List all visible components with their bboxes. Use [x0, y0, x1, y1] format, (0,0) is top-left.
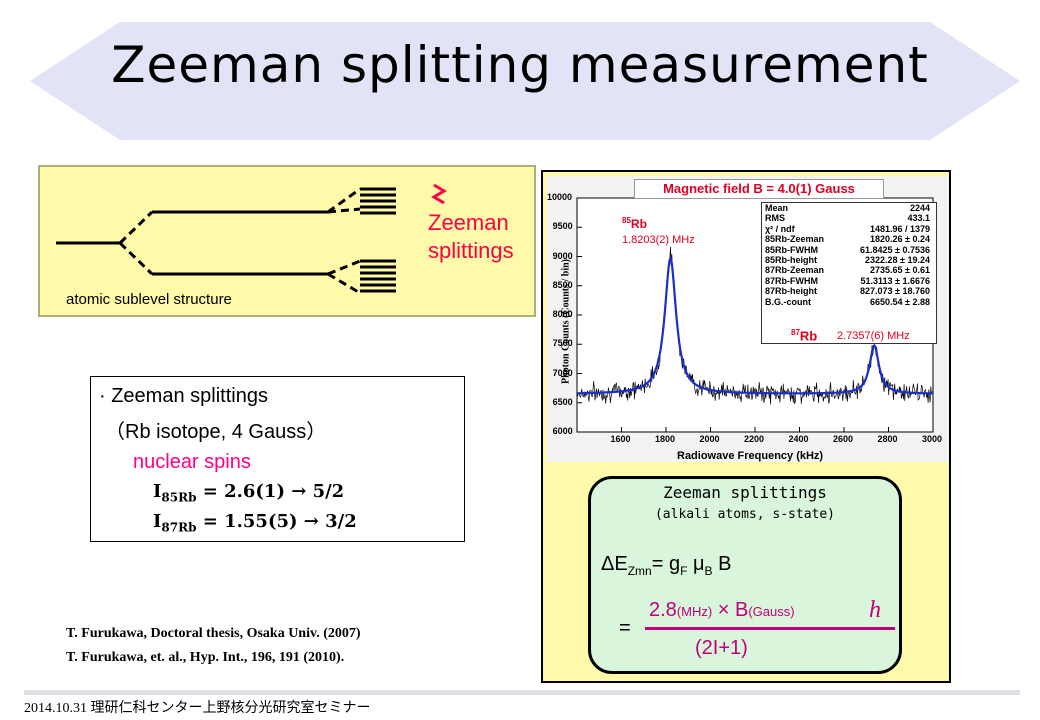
curved-arrow-icon: [431, 183, 447, 205]
stat-row: χ² / ndf 1481.96 / 1379: [762, 224, 936, 234]
planck-h-symbol: h: [869, 597, 881, 623]
stat-name: RMS: [765, 213, 785, 224]
stat-name: 87Rb-FWHM: [765, 275, 818, 286]
stat-name: 85Rb-Zeeman: [765, 234, 825, 245]
y-tick-label: 7000: [552, 367, 573, 378]
y-tick-label: 9500: [552, 221, 573, 232]
stat-name: 87Rb-Zeeman: [765, 265, 825, 276]
stat-row: B.G.-count 6650.54 ± 2.88: [762, 297, 936, 307]
stat-name: 87Rb-height: [765, 286, 818, 297]
zeeman-label-line1: Zeeman: [428, 210, 509, 235]
y-tick-label: 9000: [552, 250, 573, 261]
stat-row: 85Rb-height 2322.28 ± 19.24: [762, 255, 936, 265]
peak-87rb-label: 87Rb: [791, 328, 818, 344]
magnetic-field-label: Magnetic field B = 4.0(1) Gauss: [634, 179, 884, 199]
stat-row: 85Rb-Zeeman 1820.26 ± 0.24: [762, 234, 936, 244]
stat-row: 87Rb-Zeeman 2735.65 ± 0.61: [762, 265, 936, 275]
stat-row: 87Rb-height 827.073 ± 18.760: [762, 286, 936, 296]
nuclear-spin-info-box: · Zeeman splittings （Rb isotope, 4 Gauss…: [90, 376, 465, 542]
footer-text: 2014.10.31 理研仁科センター上野核分光研究室セミナー: [24, 701, 371, 716]
stat-value: 51.3113 ± 1.6676: [860, 275, 930, 286]
x-tick-label: 2000: [699, 434, 720, 444]
x-tick-label: 1800: [655, 434, 676, 444]
sublevel-diagram-panel: Zeeman splittings atomic sublevel struct…: [38, 165, 536, 317]
y-tick-label: 10000: [547, 192, 573, 202]
stat-row: 85Rb-FWHM 61.8425 ± 0.7536: [762, 245, 936, 255]
x-tick-label: 1600: [610, 434, 631, 444]
fit-curve-line: [577, 255, 933, 395]
y-tick-label: 6500: [552, 396, 573, 407]
sublevel-diagram: [56, 183, 447, 295]
stat-value: 433.1: [907, 213, 930, 224]
stat-name: B.G.-count: [765, 296, 811, 307]
stat-value: 2735.65 ± 0.61: [870, 265, 930, 276]
x-tick-label: 2200: [744, 434, 765, 444]
formula-equals-sign: =: [619, 617, 631, 639]
stat-name: χ² / ndf: [765, 223, 795, 234]
x-axis-title: Radiowave Frequency (kHz): [677, 450, 824, 462]
x-tick-label: 2600: [833, 434, 854, 444]
stat-value: 6650.54 ± 2.88: [870, 296, 930, 307]
formula-subtitle: (alkali atoms, s-state): [654, 507, 835, 522]
nuclear-spins-label: nuclear spins: [133, 451, 251, 473]
x-tick-label: 2800: [877, 434, 898, 444]
title-banner: [30, 22, 1020, 140]
stat-name: 85Rb-FWHM: [765, 244, 818, 255]
y-tick-label: 6000: [552, 426, 573, 436]
spin-87rb: I87Rb = 1.55(5) → 3/2: [153, 511, 357, 535]
stat-row: 87Rb-FWHM 51.3113 ± 1.6676: [762, 276, 936, 286]
footer-divider: [24, 690, 1020, 695]
fit-stats-box: Mean 2244 RMS 433.1 χ² / ndf 1481.96 / 1379 85…: [761, 202, 937, 344]
stat-value: 1481.96 / 1379: [869, 223, 930, 234]
zeeman-energy-equation: ΔEZmn= gF μB B: [601, 553, 732, 578]
reference-1: T. Furukawa, Doctoral thesis, Osaka Univ…: [66, 626, 361, 641]
y-axis-title: Photon Counts (Counts / bin): [560, 258, 572, 385]
stat-value: 61.8425 ± 0.7536: [859, 244, 930, 255]
spectrum-plot: Magnetic field B = 4.0(1) Gauss Mean 2244…: [547, 176, 949, 462]
reference-2: T. Furukawa, et. al., Hyp. Int., 196, 19…: [66, 650, 345, 665]
stat-name: 85Rb-height: [765, 254, 818, 265]
zeeman-formula-box: Zeeman splittings (alkali atoms, s-state…: [588, 476, 902, 674]
fraction-bar: [645, 627, 895, 630]
bullet-line1: · Zeeman splittings: [99, 385, 268, 407]
stat-value: 2322.28 ± 19.24: [865, 254, 930, 265]
stat-value: 2244: [909, 203, 930, 213]
peak-85rb-frequency: 1.8203(2) MHz: [622, 234, 695, 246]
x-tick-label: 3000: [922, 434, 943, 444]
sublevel-caption: atomic sublevel structure: [66, 291, 232, 308]
y-tick-label: 8500: [552, 279, 573, 290]
stat-name: Mean: [765, 203, 789, 213]
zeeman-label-line2: splittings: [428, 238, 514, 263]
formula-title: Zeeman splittings: [663, 483, 827, 502]
y-tick-label: 8000: [552, 309, 573, 319]
stat-value: 827.073 ± 18.760: [859, 286, 930, 297]
formula-numerator: 2.8(MHz) × B(Gauss): [649, 599, 795, 621]
page-title: Zeeman splitting measurement: [111, 36, 929, 94]
bullet-line2: （Rb isotope, 4 Gauss）: [105, 421, 327, 443]
x-tick-label: 2400: [788, 434, 809, 444]
formula-denominator: (2I+1): [695, 637, 748, 659]
stat-row: Mean 2244: [762, 203, 936, 213]
stat-row: RMS 433.1: [762, 213, 936, 223]
zeeman-splittings-label: Zeeman splittings: [428, 209, 514, 265]
stat-value: 1820.26 ± 0.24: [870, 234, 930, 245]
peak-85rb-label: 85Rb: [622, 216, 647, 231]
spin-85rb: I85Rb = 2.6(1) → 5/2: [153, 481, 345, 505]
y-tick-label: 7500: [552, 338, 573, 349]
peak-87rb-frequency: 2.7357(6) MHz: [837, 330, 910, 342]
